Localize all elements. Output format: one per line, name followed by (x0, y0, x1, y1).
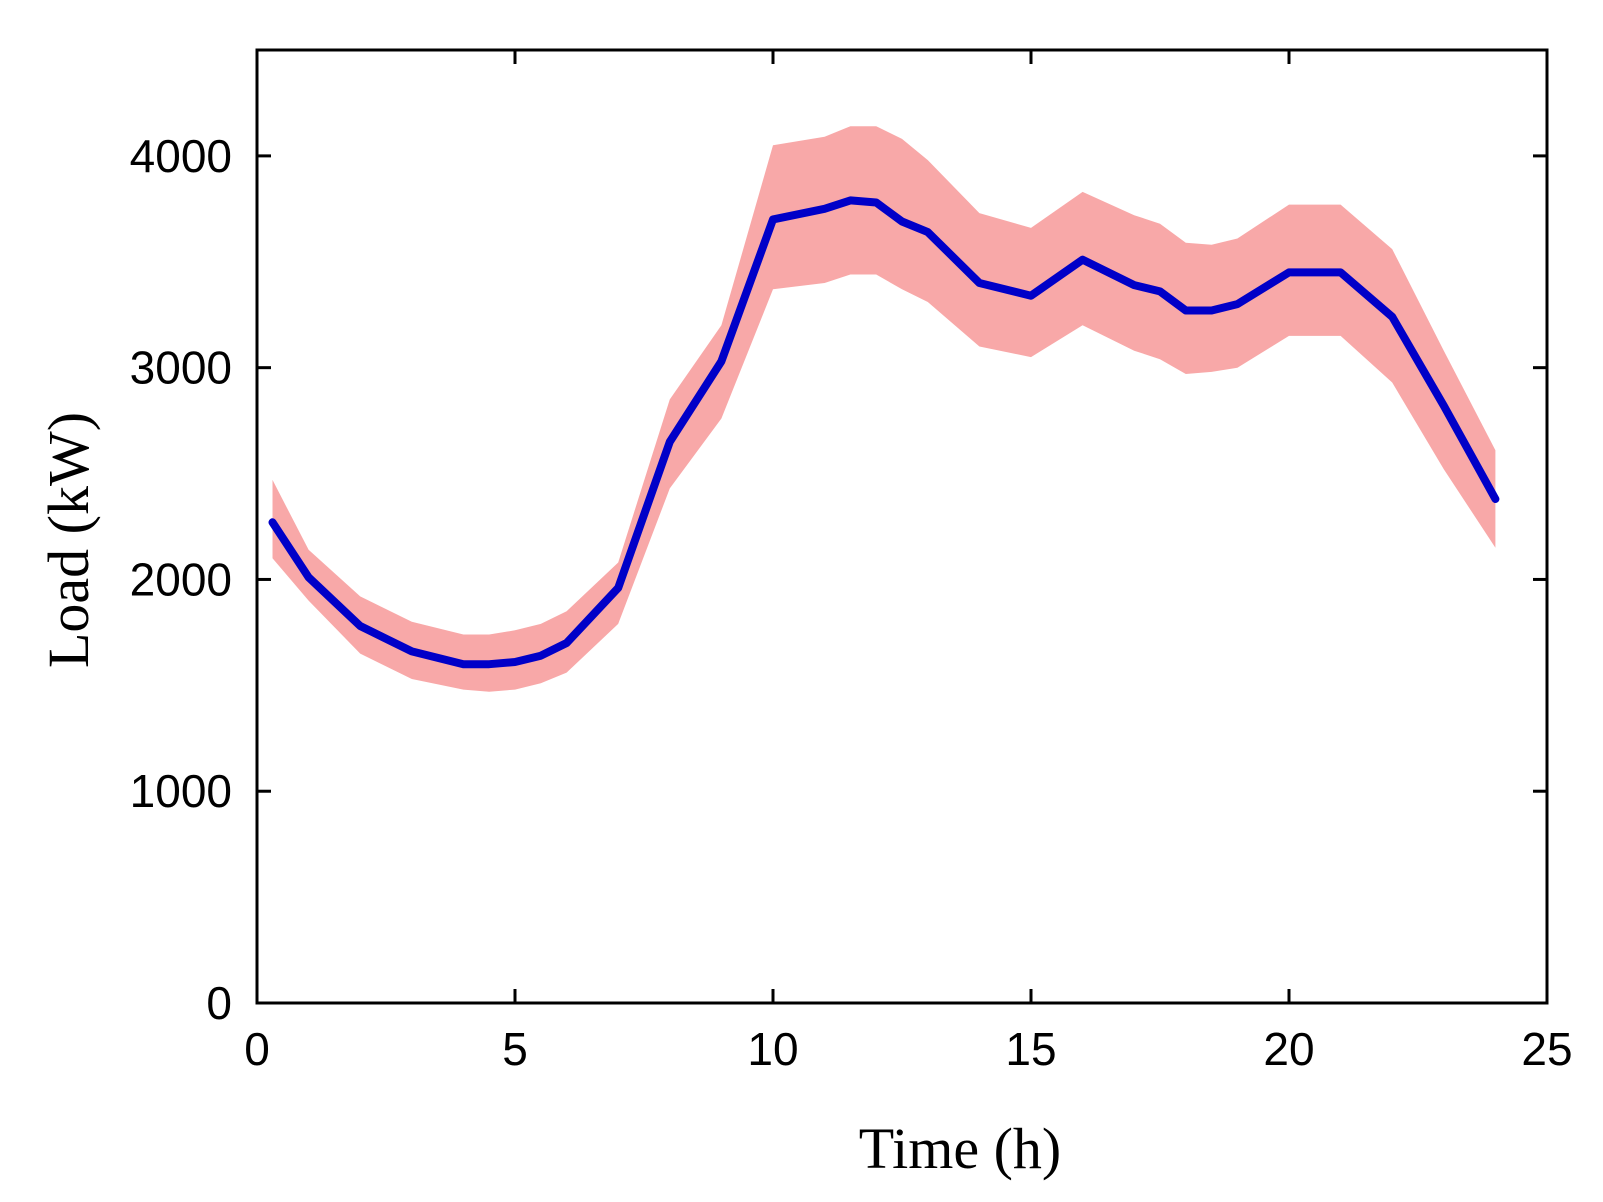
confidence-band (272, 126, 1496, 692)
x-tick-label: 20 (1263, 1023, 1314, 1075)
x-tick-label: 5 (502, 1023, 528, 1075)
x-tick-label: 0 (244, 1023, 270, 1075)
x-tick-label: 10 (747, 1023, 798, 1075)
x-tick-label: 25 (1521, 1023, 1572, 1075)
y-tick-label: 2000 (130, 553, 232, 605)
series-line-mean-load (268, 196, 1500, 669)
x-tick-label: 15 (1005, 1023, 1056, 1075)
y-tick-label: 3000 (130, 342, 232, 394)
y-tick-label: 4000 (130, 130, 232, 182)
y-axis-label: Load (kW) (36, 412, 101, 668)
axes-frame (255, 48, 1549, 1005)
y-tick-label: 0 (206, 977, 232, 1029)
tick-labels: 0 5 10 15 20 25 0 1000 2000 3000 4000 (130, 130, 1573, 1075)
plot-area (268, 126, 1500, 692)
y-tick-label: 1000 (130, 765, 232, 817)
x-axis-label: Time (h) (859, 1116, 1062, 1181)
axis-ticks (255, 50, 1549, 1005)
